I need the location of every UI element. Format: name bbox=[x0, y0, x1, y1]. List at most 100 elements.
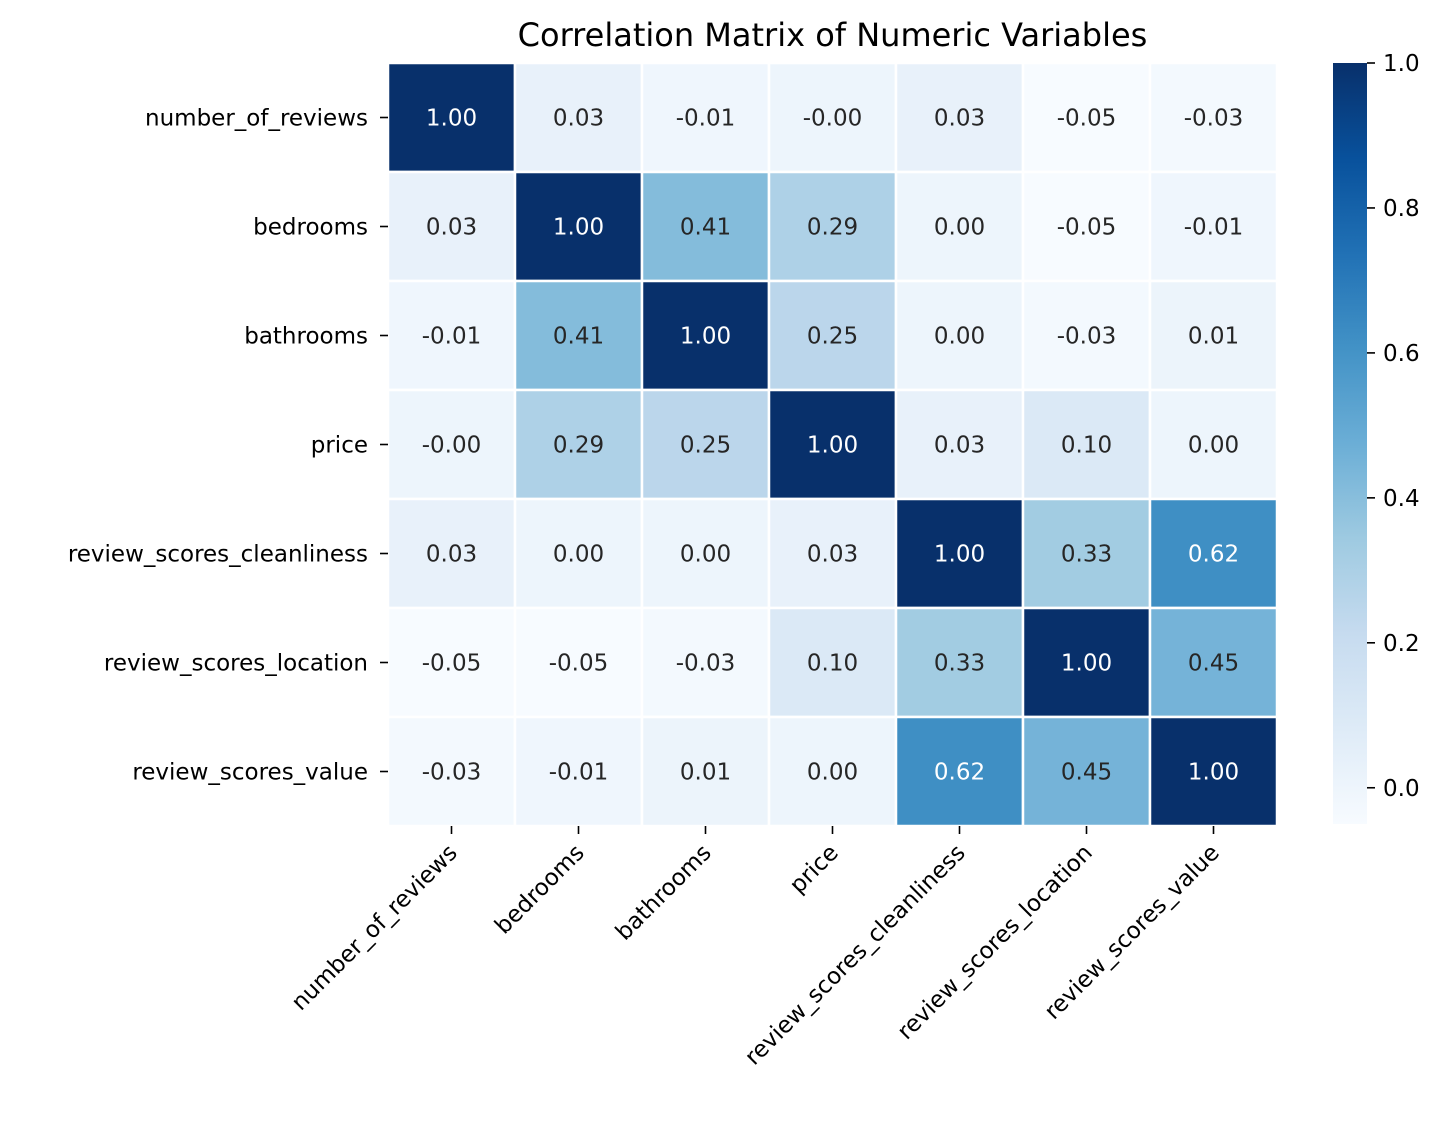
colorbar-tick-label-5: 1.0 bbox=[1383, 51, 1420, 77]
cell-value-label-r3-c4: 0.03 bbox=[934, 433, 985, 459]
cell-value-label-r2-c5: -0.03 bbox=[1057, 324, 1117, 350]
cell-value-label-r4-c6: 0.62 bbox=[1188, 542, 1239, 568]
cell-value-label-r3-c3: 1.00 bbox=[807, 433, 858, 459]
cell-value-label-r3-c2: 0.25 bbox=[680, 433, 731, 459]
cell-value-label-r5-c5: 1.00 bbox=[1061, 651, 1112, 677]
cell-value-label-r0-c5: -0.05 bbox=[1057, 106, 1117, 132]
heatmap-cell-r3-c6 bbox=[1148, 388, 1279, 501]
heatmap-cell-r6-c0 bbox=[386, 715, 517, 828]
x-tick-label-price: price bbox=[785, 840, 844, 899]
heatmap-cell-r2-c4 bbox=[894, 279, 1025, 392]
cell-value-label-r0-c1: 0.03 bbox=[553, 106, 604, 132]
colorbar-tick-label-4: 0.8 bbox=[1383, 196, 1420, 222]
x-tick-label-bedrooms: bedrooms bbox=[490, 840, 590, 940]
heatmap-cell-r2-c5 bbox=[1021, 279, 1152, 392]
cell-value-label-r6-c0: -0.03 bbox=[422, 760, 482, 786]
cell-value-label-r6-c5: 0.45 bbox=[1061, 760, 1112, 786]
chart-title: Correlation Matrix of Numeric Variables bbox=[518, 16, 1148, 54]
cell-value-label-r2-c1: 0.41 bbox=[553, 324, 604, 350]
heatmap-cell-r2-c1 bbox=[513, 279, 644, 392]
cell-value-label-r5-c6: 0.45 bbox=[1188, 651, 1239, 677]
cell-value-label-r4-c3: 0.03 bbox=[807, 542, 858, 568]
heatmap-cell-r5-c0 bbox=[386, 606, 517, 719]
cell-value-label-r0-c4: 0.03 bbox=[934, 106, 985, 132]
cell-value-label-r3-c1: 0.29 bbox=[553, 433, 604, 459]
cell-value-label-r3-c6: 0.00 bbox=[1188, 433, 1239, 459]
x-tick-label-number_of_reviews: number_of_reviews bbox=[287, 840, 463, 1016]
cell-value-label-r2-c3: 0.25 bbox=[807, 324, 858, 350]
cell-value-label-r2-c2: 1.00 bbox=[680, 324, 731, 350]
cell-value-label-r4-c1: 0.00 bbox=[553, 542, 604, 568]
cell-value-label-r1-c3: 0.29 bbox=[807, 215, 858, 241]
x-tick-label-bathrooms: bathrooms bbox=[611, 840, 717, 946]
y-tick-label-bedrooms: bedrooms bbox=[253, 215, 368, 241]
heatmap-cell-r5-c6 bbox=[1148, 606, 1279, 719]
cell-value-label-r0-c0: 1.00 bbox=[426, 106, 477, 132]
heatmap-cell-r5-c3 bbox=[767, 606, 898, 719]
cell-value-label-r1-c0: 0.03 bbox=[426, 215, 477, 241]
cell-value-label-r1-c2: 0.41 bbox=[680, 215, 731, 241]
heatmap-cell-r6-c2 bbox=[640, 715, 771, 828]
cell-value-label-r4-c2: 0.00 bbox=[680, 542, 731, 568]
colorbar-tick-label-3: 0.6 bbox=[1383, 341, 1420, 367]
cell-value-label-r5-c3: 0.10 bbox=[807, 651, 858, 677]
y-tick-label-review_scores_value: review_scores_value bbox=[132, 760, 368, 786]
heatmap-cell-r0-c0 bbox=[386, 61, 517, 174]
heatmap-cell-r6-c5 bbox=[1021, 715, 1152, 828]
heatmap-cell-r0-c2 bbox=[640, 61, 771, 174]
cell-value-label-r2-c6: 0.01 bbox=[1188, 324, 1239, 350]
y-tick-label-review_scores_location: review_scores_location bbox=[104, 651, 368, 677]
x-axis: number_of_reviews bedrooms bathrooms pricer… bbox=[287, 826, 1225, 1071]
heatmap-cell-r0-c5 bbox=[1021, 61, 1152, 174]
heatmap-cell-r6-c4 bbox=[894, 715, 1025, 828]
cell-value-label-r2-c0: -0.01 bbox=[422, 324, 482, 350]
cell-value-label-r0-c3: -0.00 bbox=[803, 106, 863, 132]
cell-value-label-r6-c2: 0.01 bbox=[680, 760, 731, 786]
colorbar-tick-label-0: 0.0 bbox=[1383, 776, 1420, 802]
cell-value-label-r6-c6: 1.00 bbox=[1188, 760, 1239, 786]
cell-value-label-r3-c5: 0.10 bbox=[1061, 433, 1112, 459]
heatmap-cell-r2-c3 bbox=[767, 279, 898, 392]
colorbar-gradient bbox=[1333, 63, 1367, 824]
heatmap-cell-r3-c5 bbox=[1021, 388, 1152, 501]
y-tick-label-price: price bbox=[311, 433, 368, 459]
heatmap-cell-r0-c1 bbox=[513, 61, 644, 174]
y-tick-label-number_of_reviews: number_of_reviews bbox=[145, 106, 368, 132]
heatmap-cell-r1-c6 bbox=[1148, 170, 1279, 283]
cell-value-label-r5-c2: -0.03 bbox=[676, 651, 736, 677]
heatmap-cell-r2-c6 bbox=[1148, 279, 1279, 392]
heatmap-cell-r6-c3 bbox=[767, 715, 898, 828]
cell-value-label-r1-c6: -0.01 bbox=[1184, 215, 1244, 241]
cell-value-label-r4-c0: 0.03 bbox=[426, 542, 477, 568]
cell-value-label-r5-c1: -0.05 bbox=[549, 651, 609, 677]
cell-value-label-r0-c2: -0.01 bbox=[676, 106, 736, 132]
heatmap-cell-r6-c6 bbox=[1148, 715, 1279, 828]
cell-value-label-r1-c4: 0.00 bbox=[934, 215, 985, 241]
heatmap-cells: 1.00 0.03 -0.01 -0.00 0.03 -0.05 -0.03 0.03 1.00… bbox=[386, 61, 1279, 828]
colorbar-tick-label-2: 0.4 bbox=[1383, 486, 1420, 512]
heatmap-cell-r1-c2 bbox=[640, 170, 771, 283]
heatmap-cell-r5-c4 bbox=[894, 606, 1025, 719]
cell-value-label-r1-c5: -0.05 bbox=[1057, 215, 1117, 241]
cell-value-label-r4-c4: 1.00 bbox=[934, 542, 985, 568]
cell-value-label-r2-c4: 0.00 bbox=[934, 324, 985, 350]
colorbar: 0.0 0.2 0.4 0.6 0.8 1.0 bbox=[1333, 51, 1420, 824]
cell-value-label-r6-c1: -0.01 bbox=[549, 760, 609, 786]
cell-value-label-r0-c6: -0.03 bbox=[1184, 106, 1244, 132]
cell-value-label-r5-c0: -0.05 bbox=[422, 651, 482, 677]
colorbar-tick-label-1: 0.2 bbox=[1383, 631, 1420, 657]
cell-value-label-r4-c5: 0.33 bbox=[1061, 542, 1112, 568]
cell-value-label-r3-c0: -0.00 bbox=[422, 433, 482, 459]
cell-value-label-r6-c4: 0.62 bbox=[934, 760, 985, 786]
heatmap-cell-r5-c1 bbox=[513, 606, 644, 719]
heatmap-cell-r2-c2 bbox=[640, 279, 771, 392]
x-tick-label-review_scores_cleanliness: review_scores_cleanliness bbox=[740, 840, 971, 1071]
y-tick-label-bathrooms: bathrooms bbox=[244, 324, 368, 350]
y-axis: number_of_reviews bedrooms bathrooms price r… bbox=[68, 106, 388, 786]
y-tick-label-review_scores_cleanliness: review_scores_cleanliness bbox=[68, 542, 368, 568]
heatmap-cell-r1-c4 bbox=[894, 170, 1025, 283]
heatmap-cell-r3-c0 bbox=[386, 388, 517, 501]
cell-value-label-r1-c1: 1.00 bbox=[553, 215, 604, 241]
